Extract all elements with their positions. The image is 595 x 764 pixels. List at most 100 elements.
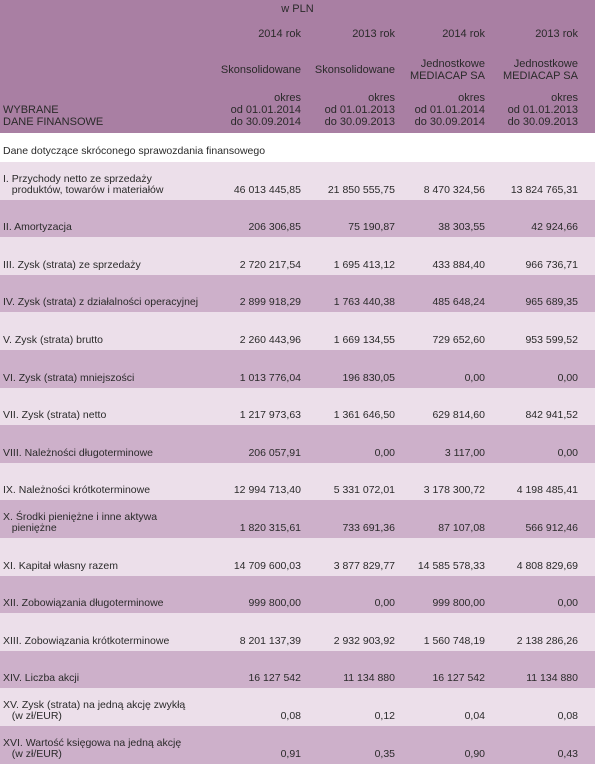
- row-value: 11 134 880: [526, 672, 578, 684]
- row-label-line: produktów, towarów i materiałów: [3, 184, 164, 196]
- row-label-line: X. Środki pieniężne i inne aktywa: [3, 511, 158, 523]
- column-period: okres od 01.01.2014 do 30.09.2014: [415, 92, 485, 128]
- column-type: Jednostkowe MEDIACAP SA: [410, 58, 485, 82]
- row-value: 1 669 134,55: [333, 334, 395, 346]
- column-year: 2014 rok: [258, 28, 301, 40]
- row-value: 2 138 286,26: [516, 635, 578, 647]
- row-label-line: VIII. Należności długoterminowe: [3, 447, 153, 459]
- row-value: 0,08: [280, 710, 301, 722]
- row-label: IV. Zysk (strata) z działalności operacy…: [3, 297, 213, 308]
- row-value: 1 820 315,61: [239, 522, 301, 534]
- row-value: 4 198 485,41: [516, 484, 578, 496]
- section-title: Dane dotyczące skróconego sprawozdania f…: [3, 145, 266, 157]
- table-row: III. Zysk (strata) ze sprzedaży 2 720 217…: [0, 237, 595, 275]
- column-year: 2013 rok: [352, 28, 395, 40]
- row-label-line: II. Amortyzacja: [3, 221, 72, 233]
- table-header: w PLN WYBRANE DANE FINANSOWE 2014 rok Sko…: [0, 0, 595, 133]
- row-label-line: XV. Zysk (strata) na jedną akcję zwykłą: [3, 699, 186, 711]
- row-value: 14 585 578,33: [417, 560, 485, 572]
- row-value: 3 877 829,77: [333, 560, 395, 572]
- row-value: 2 260 443,96: [239, 334, 301, 346]
- row-value: 0,43: [557, 748, 578, 760]
- table-row: XV. Zysk (strata) na jedną akcję zwykłą …: [0, 688, 595, 726]
- column-period-line: od 01.01.2014: [230, 104, 301, 116]
- table-row: XI. Kapitał własny razem 14 709 600,03 3 8…: [0, 538, 595, 576]
- row-value: 842 941,52: [525, 409, 578, 421]
- header-label-line: DANE FINANSOWE: [3, 116, 104, 128]
- row-value: 2 899 918,29: [239, 296, 301, 308]
- table-row: IV. Zysk (strata) z działalności operacy…: [0, 275, 595, 312]
- row-label: XIV. Liczba akcji: [3, 673, 213, 684]
- column-type-line: MEDIACAP SA: [503, 70, 578, 82]
- row-value: 433 884,40: [432, 259, 485, 271]
- row-value: 16 127 542: [248, 672, 301, 684]
- row-value: 46 013 445,85: [233, 184, 301, 196]
- table-row: XIV. Liczba akcji 16 127 542 11 134 880 16 …: [0, 651, 595, 688]
- row-value: 0,00: [557, 372, 578, 384]
- row-value: 953 599,52: [525, 334, 578, 346]
- table-row: V. Zysk (strata) brutto 2 260 443,96 1 669…: [0, 312, 595, 350]
- row-label: XIII. Zobowiązania krótkoterminowe: [3, 636, 213, 647]
- column-period-line: do 30.09.2013: [324, 116, 395, 128]
- column-period-line: do 30.09.2014: [414, 116, 485, 128]
- table-row: XIII. Zobowiązania krótkoterminowe 8 201 …: [0, 613, 595, 651]
- row-label: V. Zysk (strata) brutto: [3, 335, 213, 346]
- row-label-line: I. Przychody netto ze sprzedaży: [3, 173, 152, 185]
- row-label: I. Przychody netto ze sprzedaży produktó…: [3, 174, 213, 196]
- row-value: 8 470 324,56: [423, 184, 485, 196]
- row-value: 999 800,00: [432, 597, 485, 609]
- row-value: 0,08: [557, 710, 578, 722]
- row-value: 3 117,00: [444, 447, 485, 459]
- row-value: 1 361 646,50: [333, 409, 395, 421]
- column-type-line: MEDIACAP SA: [410, 70, 485, 82]
- column-type: Jednostkowe MEDIACAP SA: [503, 58, 578, 82]
- table-row: I. Przychody netto ze sprzedaży produktó…: [0, 162, 595, 200]
- column-type-line: Skonsolidowane: [314, 64, 395, 76]
- row-value: 0,00: [374, 447, 395, 459]
- row-value: 999 800,00: [248, 597, 301, 609]
- row-value: 75 190,87: [348, 221, 395, 233]
- row-label-line: III. Zysk (strata) ze sprzedaży: [3, 259, 141, 271]
- row-value: 566 912,46: [525, 522, 578, 534]
- row-value: 196 830,05: [342, 372, 395, 384]
- row-label-line: XI. Kapitał własny razem: [3, 560, 118, 572]
- column-type-line: Skonsolidowane: [220, 64, 301, 76]
- row-label: X. Środki pieniężne i inne aktywa pienię…: [3, 512, 213, 534]
- table-row: XII. Zobowiązania długoterminowe 999 800,…: [0, 576, 595, 613]
- row-value: 0,35: [374, 748, 395, 760]
- row-label-line: pieniężne: [3, 522, 57, 534]
- row-value: 0,04: [464, 710, 485, 722]
- table-row: IX. Należności krótkoterminowe 12 994 713…: [0, 463, 595, 500]
- row-label: VI. Zysk (strata) mniejszości: [3, 373, 213, 384]
- table-row: VIII. Należności długoterminowe 206 057,9…: [0, 425, 595, 463]
- row-value: 729 652,60: [432, 334, 485, 346]
- row-label: VII. Zysk (strata) netto: [3, 410, 213, 421]
- column-period-line: od 01.01.2014: [414, 104, 485, 116]
- column-type: Skonsolidowane: [315, 64, 395, 76]
- row-value: 21 850 555,75: [327, 184, 395, 196]
- row-label: XVI. Wartość księgowa na jedną akcję (w …: [3, 738, 213, 760]
- row-value: 5 331 072,01: [333, 484, 395, 496]
- row-value: 3 178 300,72: [423, 484, 485, 496]
- row-value: 206 306,85: [248, 221, 301, 233]
- row-value: 965 689,35: [525, 296, 578, 308]
- table-row: X. Środki pieniężne i inne aktywa pienię…: [0, 500, 595, 538]
- row-value: 2 720 217,54: [239, 259, 301, 271]
- column-type-line: Jednostkowe: [513, 58, 578, 70]
- section-title-row: Dane dotyczące skróconego sprawozdania f…: [0, 133, 595, 162]
- row-label-line: V. Zysk (strata) brutto: [3, 334, 103, 346]
- row-value: 0,00: [557, 597, 578, 609]
- row-label-line: IX. Należności krótkoterminowe: [3, 484, 151, 496]
- column-period-line: okres: [551, 92, 578, 104]
- row-value: 966 736,71: [525, 259, 578, 271]
- row-value: 14 709 600,03: [233, 560, 301, 572]
- row-label-line: XII. Zobowiązania długoterminowe: [3, 597, 164, 609]
- row-label: VIII. Należności długoterminowe: [3, 448, 213, 459]
- row-value: 11 134 880: [343, 672, 395, 684]
- column-period: okres od 01.01.2013 do 30.09.2013: [508, 92, 578, 128]
- column-period: okres od 01.01.2013 do 30.09.2013: [325, 92, 395, 128]
- row-value: 485 648,24: [432, 296, 485, 308]
- row-label: IX. Należności krótkoterminowe: [3, 485, 213, 496]
- column-type: Skonsolidowane: [221, 64, 301, 76]
